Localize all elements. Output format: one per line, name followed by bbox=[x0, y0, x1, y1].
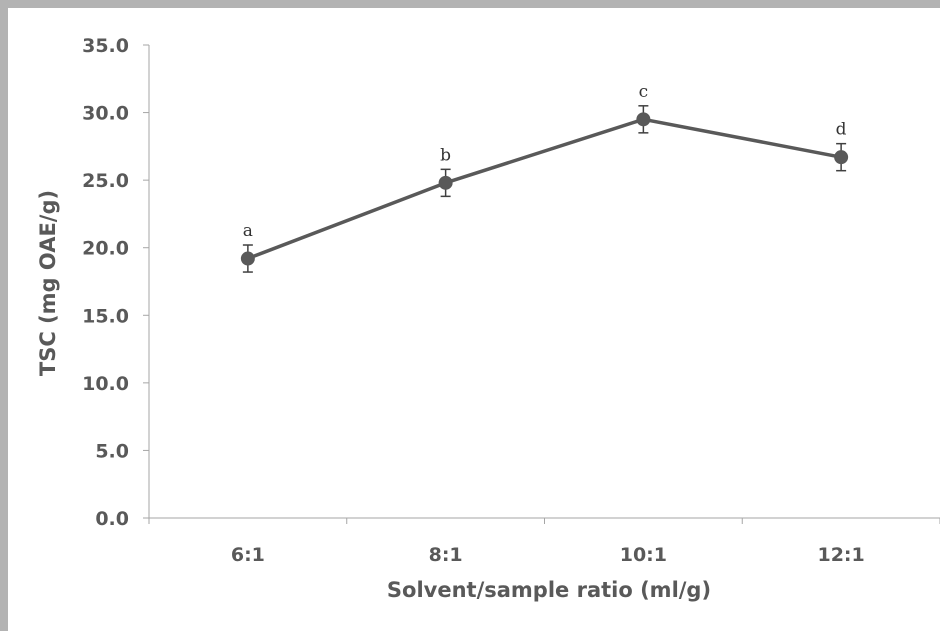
y-tick-label: 0.0 bbox=[95, 508, 129, 530]
data-label: c bbox=[639, 82, 649, 102]
x-tick-label: 6:1 bbox=[231, 544, 265, 566]
data-point bbox=[834, 150, 849, 165]
y-tick-label: 10.0 bbox=[82, 373, 129, 395]
data-label: d bbox=[836, 120, 847, 140]
y-axis-title: TSC (mg OAE/g) bbox=[36, 190, 60, 376]
y-tick-label: 35.0 bbox=[82, 35, 129, 57]
series-line bbox=[247, 117, 842, 261]
x-tick-label: 12:1 bbox=[817, 544, 864, 566]
y-axis: 0.0 5.0 10.0 15.0 20.0 25.0 30.0 35.0 bbox=[82, 35, 150, 530]
data-label: b bbox=[440, 145, 451, 165]
y-tick-label: 25.0 bbox=[82, 170, 129, 192]
y-tick-label: 5.0 bbox=[95, 440, 129, 462]
y-tick-label: 20.0 bbox=[82, 238, 129, 260]
series-line-group: a b c d bbox=[240, 82, 849, 273]
x-tick-label: 10:1 bbox=[620, 544, 667, 566]
data-label: a bbox=[243, 221, 253, 241]
data-point bbox=[438, 175, 453, 190]
x-axis: 6:1 8:1 10:1 12:1 bbox=[148, 517, 940, 566]
data-point bbox=[240, 251, 255, 266]
y-tick-label: 15.0 bbox=[82, 305, 129, 327]
data-point bbox=[636, 112, 651, 127]
y-tick-label: 30.0 bbox=[82, 103, 129, 125]
x-tick-label: 8:1 bbox=[429, 544, 463, 566]
x-axis-title: Solvent/sample ratio (ml/g) bbox=[387, 578, 711, 602]
